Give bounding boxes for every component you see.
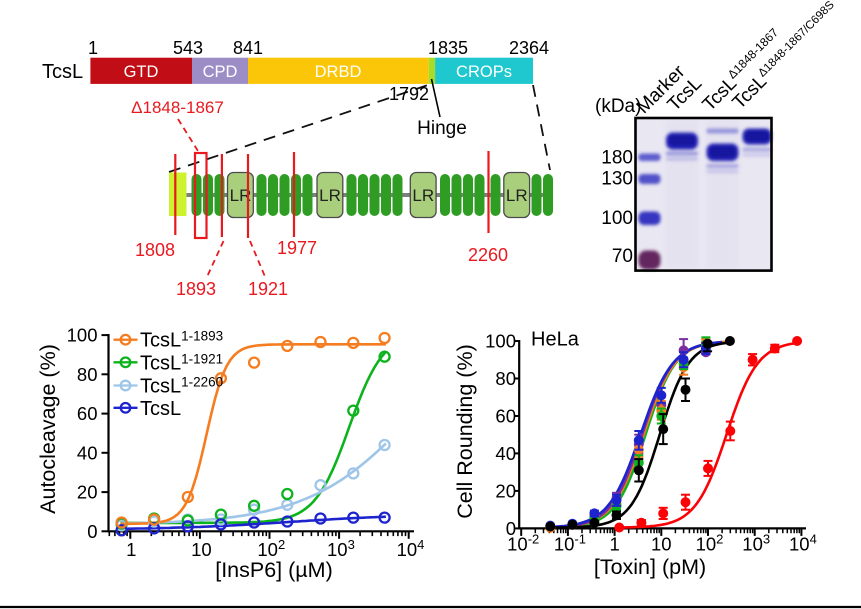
svg-text:20: 20 [495,480,516,501]
svg-text:[InsP6] (µM): [InsP6] (µM) [215,558,333,582]
svg-text:0: 0 [87,521,97,542]
svg-text:100: 100 [601,208,633,229]
svg-text:LR: LR [319,186,341,205]
svg-text:100: 100 [485,331,516,352]
svg-text:TcsL: TcsL [42,61,83,83]
svg-text:100: 100 [67,325,98,346]
svg-text:Cell Rounding (%): Cell Rounding (%) [453,344,477,518]
svg-text:CROPs: CROPs [456,63,512,81]
svg-text:10: 10 [651,534,672,555]
svg-text:70: 70 [612,246,633,267]
svg-text:60: 60 [77,403,98,424]
svg-text:1: 1 [88,38,98,58]
svg-text:1: 1 [126,539,136,560]
svg-text:0: 0 [506,518,516,539]
svg-text:LR: LR [506,186,528,205]
svg-text:1893: 1893 [176,279,216,299]
svg-text:Hinge: Hinge [417,118,467,139]
svg-text:2364: 2364 [509,38,549,58]
svg-text:2260: 2260 [468,245,508,265]
svg-text:130: 130 [601,169,633,190]
svg-text:[Toxin] (pM): [Toxin] (pM) [594,555,706,579]
svg-text:80: 80 [77,364,98,385]
svg-text:1835: 1835 [428,38,468,58]
svg-text:Δ1848-1867: Δ1848-1867 [131,98,224,117]
svg-text:543: 543 [173,38,203,58]
svg-text:CPD: CPD [203,63,238,81]
svg-text:40: 40 [495,443,516,464]
svg-text:1808: 1808 [135,240,175,260]
svg-text:1: 1 [609,534,619,555]
svg-text:HeLa: HeLa [531,329,580,351]
svg-text:841: 841 [233,38,263,58]
svg-text:Autocleavage (%): Autocleavage (%) [36,344,60,514]
svg-text:(kDa): (kDa) [595,96,641,117]
svg-text:TcsL: TcsL [140,398,181,420]
svg-text:20: 20 [77,482,98,503]
svg-text:LR: LR [412,186,434,205]
svg-text:10: 10 [191,539,212,560]
svg-text:1977: 1977 [277,238,317,258]
svg-text:40: 40 [77,442,98,463]
svg-text:1921: 1921 [248,279,288,299]
svg-text:1792: 1792 [389,84,429,104]
svg-text:GTD: GTD [124,63,159,81]
svg-text:80: 80 [495,368,516,389]
svg-text:DRBD: DRBD [315,63,362,81]
svg-text:LR: LR [230,186,252,205]
svg-text:180: 180 [601,148,633,169]
svg-text:60: 60 [495,406,516,427]
